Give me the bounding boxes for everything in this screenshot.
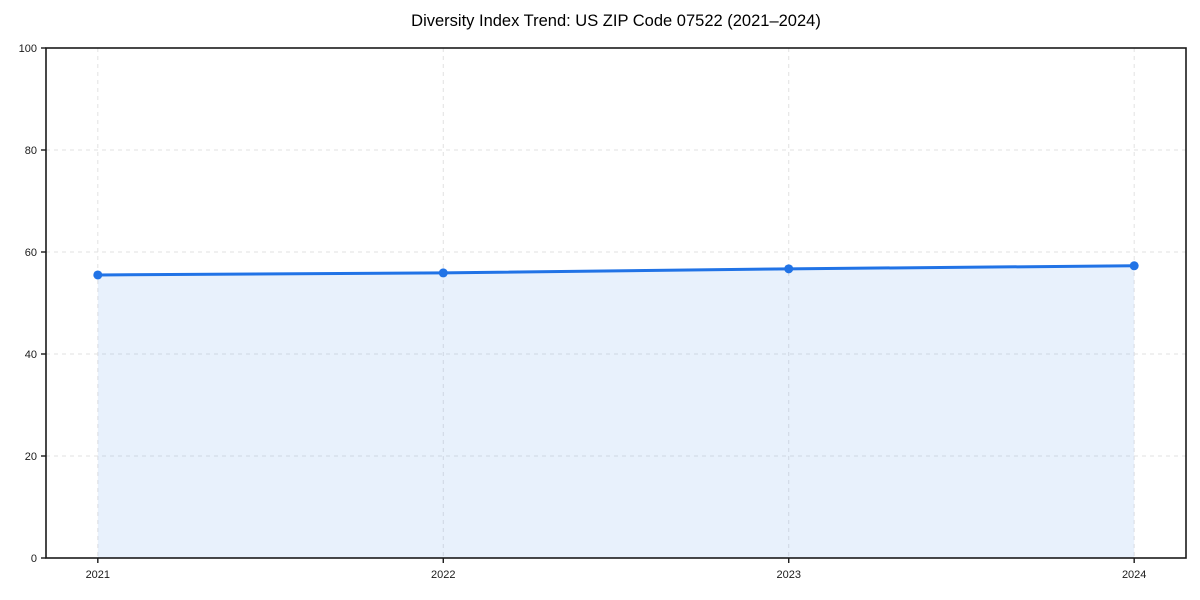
y-tick-label: 60 xyxy=(25,247,37,259)
data-point-2024 xyxy=(1129,261,1139,271)
y-tick-label: 40 xyxy=(25,349,37,361)
area-fill xyxy=(97,265,1135,558)
y-tick-label: 0 xyxy=(31,553,37,565)
x-tick-label: 2021 xyxy=(86,569,110,581)
x-tick-label: 2022 xyxy=(431,569,455,581)
x-tick-label: 2024 xyxy=(1122,569,1146,581)
chart-title: Diversity Index Trend: US ZIP Code 07522… xyxy=(411,12,821,30)
data-point-2021 xyxy=(93,270,103,280)
data-point-2023 xyxy=(784,264,794,274)
y-tick-label: 20 xyxy=(25,451,37,463)
y-tick-label: 100 xyxy=(19,43,37,55)
x-tick-label: 2023 xyxy=(776,569,800,581)
y-tick-label: 80 xyxy=(25,145,37,157)
plot-border xyxy=(45,47,1187,559)
data-point-2022 xyxy=(438,268,448,278)
trend-line xyxy=(96,264,1136,277)
